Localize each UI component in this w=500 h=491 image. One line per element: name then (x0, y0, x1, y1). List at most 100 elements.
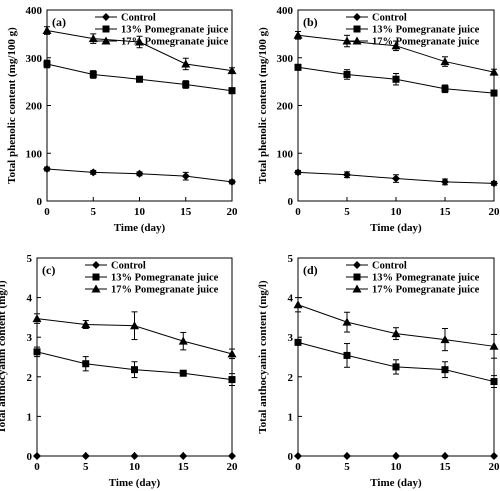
legend-label: Control (121, 13, 156, 24)
x-tick-label: 0 (295, 206, 301, 218)
legend-label: 17% Pomegranate juice (111, 285, 219, 296)
y-tick-label: 1 (27, 411, 33, 423)
data-point-square (43, 60, 51, 68)
data-point-triangle (293, 30, 303, 39)
legend-label: Control (372, 261, 407, 272)
y-tick-label: 1 (288, 411, 294, 423)
data-point-square (441, 85, 449, 93)
y-axis-label: Total phenolic content (mg/100 g) (6, 27, 18, 184)
x-tick-label: 5 (91, 206, 97, 218)
x-axis-label: Time (day) (370, 477, 422, 489)
data-point-square (392, 363, 400, 371)
data-point-diamond (135, 169, 144, 178)
data-point-square (228, 376, 236, 384)
legend-marker-diamond (353, 13, 361, 21)
series-diamond (33, 452, 236, 460)
data-point-diamond (392, 452, 400, 460)
legend-label: 13% Pomegranate juice (372, 273, 480, 284)
x-tick-label: 0 (295, 461, 301, 473)
y-tick-label: 0 (288, 451, 294, 463)
data-point-triangle (81, 320, 91, 329)
y-tick-label: 200 (277, 101, 294, 113)
data-point-square (294, 63, 302, 71)
data-point-diamond (130, 452, 139, 460)
data-point-triangle (440, 335, 450, 344)
y-tick-label: 4 (27, 293, 33, 305)
data-point-diamond (441, 177, 449, 186)
series-diamond (294, 452, 498, 460)
y-tick-label: 5 (27, 253, 33, 265)
chart-panel-d: 0 1 2 3 4 5 0 5 10 15 20 Time (day) Total anthocyani… (257, 253, 500, 489)
data-point-diamond (43, 165, 51, 174)
legend-label: 13% Pomegranate juice (121, 25, 229, 36)
y-axis-label: Total anthocyanin content (mg/l) (0, 280, 8, 434)
series-square (294, 338, 498, 388)
x-tick-label: 20 (227, 461, 239, 473)
data-point-triangle (440, 57, 450, 66)
data-point-diamond (490, 179, 498, 188)
series-triangle (32, 311, 237, 360)
series-triangle (42, 26, 237, 75)
data-point-diamond (179, 452, 188, 460)
series-square (43, 59, 236, 95)
data-point-triangle (227, 349, 237, 358)
y-tick-label: 3 (288, 332, 294, 344)
data-point-triangle (227, 66, 237, 75)
x-tick-label: 15 (440, 461, 452, 473)
legend-marker-triangle (101, 36, 111, 45)
data-point-diamond (392, 174, 400, 183)
chart-panel-c: 0 1 2 3 4 5 0 5 10 15 20 Time (day) Total anthocyani… (0, 253, 238, 489)
data-point-square (490, 89, 498, 97)
data-point-triangle (181, 59, 191, 68)
panel-label: (b) (303, 15, 318, 29)
data-point-diamond (294, 168, 302, 177)
data-point-square (392, 75, 400, 83)
series-square (294, 63, 498, 97)
x-tick-label: 20 (489, 206, 500, 218)
legend-label: 13% Pomegranate juice (111, 273, 219, 284)
data-point-triangle (342, 317, 352, 326)
data-point-triangle (42, 26, 52, 35)
legend-marker-square (353, 25, 361, 33)
panel-label: (a) (52, 15, 66, 29)
chart-panel-a: 0 100 200 300 400 0 5 10 15 20 Time (day) Total phe… (6, 5, 238, 234)
legend-marker-triangle (352, 284, 362, 293)
data-point-triangle (130, 321, 139, 330)
x-tick-label: 20 (227, 206, 239, 218)
data-point-diamond (89, 168, 98, 177)
data-point-square (89, 70, 97, 78)
legend-marker-square (353, 273, 361, 281)
data-point-square (294, 338, 302, 346)
x-tick-label: 5 (344, 206, 350, 218)
x-tick-label: 10 (129, 461, 141, 473)
legend-marker-triangle (352, 36, 362, 45)
data-point-diamond (228, 452, 236, 460)
data-point-triangle (391, 41, 401, 50)
legend-marker-square (102, 25, 110, 33)
data-point-square (82, 360, 90, 368)
y-tick-label: 4 (288, 293, 294, 305)
y-tick-label: 400 (26, 5, 43, 17)
x-tick-label: 15 (178, 461, 190, 473)
data-point-diamond (81, 452, 90, 460)
x-tick-label: 5 (344, 461, 350, 473)
data-point-diamond (181, 172, 190, 181)
data-point-square (33, 348, 41, 356)
y-tick-label: 2 (288, 372, 294, 384)
x-tick-label: 10 (391, 206, 403, 218)
chart-panel-b: 0 100 200 300 400 0 5 10 15 20 Time (day) Total phe… (257, 5, 500, 234)
series-diamond (43, 165, 236, 186)
legend-label: 17% Pomegranate juice (372, 37, 480, 48)
data-point-diamond (228, 177, 236, 186)
legend-marker-diamond (353, 261, 361, 269)
data-point-square (490, 378, 498, 386)
y-tick-label: 2 (27, 372, 33, 384)
data-point-square (441, 366, 449, 374)
series-triangle (293, 297, 499, 359)
series-square (33, 346, 236, 387)
legend-label: 17% Pomegranate juice (121, 37, 229, 48)
panel-label: (c) (42, 263, 55, 277)
